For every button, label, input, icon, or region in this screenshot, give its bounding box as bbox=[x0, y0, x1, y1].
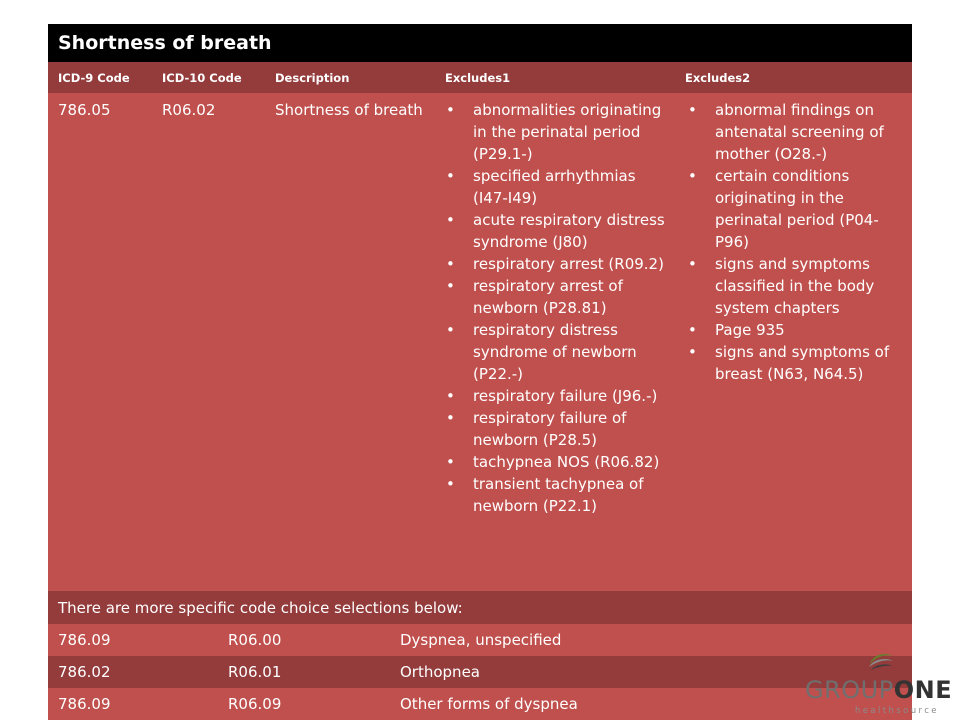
note-row: There are more specific code choice sele… bbox=[48, 591, 912, 624]
logo-word-light: GROUP bbox=[805, 676, 894, 704]
cell-excludes2: abnormal findings on antenatal screening… bbox=[675, 93, 912, 591]
excludes1-item: respiratory failure (J96.-) bbox=[443, 385, 675, 407]
excludes2-item: certain conditions originating in the pe… bbox=[685, 165, 912, 253]
logo-word-bold: ONE bbox=[893, 676, 953, 704]
excludes2-list: abnormal findings on antenatal screening… bbox=[685, 99, 912, 385]
sub-icd9: 786.09 bbox=[58, 631, 111, 649]
table-title: Shortness of breath bbox=[48, 24, 912, 62]
sub-icd10: R06.09 bbox=[228, 695, 282, 713]
excludes2-item: abnormal findings on antenatal screening… bbox=[685, 99, 912, 165]
sub-icd10: R06.00 bbox=[228, 631, 282, 649]
header-icd10: ICD-10 Code bbox=[162, 70, 242, 85]
excludes2-item: signs and symptoms of breast (N63, N64.5… bbox=[685, 341, 912, 385]
header-excludes1: Excludes1 bbox=[445, 70, 511, 85]
excludes1-item: respiratory arrest of newborn (P28.81) bbox=[443, 275, 675, 319]
sub-code-row: 786.02 R06.01 Orthopnea bbox=[48, 656, 912, 688]
logo-tagline: healthsource bbox=[855, 706, 939, 716]
sub-description: Other forms of dyspnea bbox=[400, 695, 578, 713]
sub-code-row: 786.09 R06.09 Other forms of dyspnea bbox=[48, 688, 912, 720]
sub-code-row: 786.09 R06.00 Dyspnea, unspecified bbox=[48, 624, 912, 656]
excludes1-item: tachypnea NOS (R06.82) bbox=[443, 451, 675, 473]
main-code-row: 786.05 R06.02 Shortness of breath abnorm… bbox=[48, 93, 912, 591]
cell-description: Shortness of breath bbox=[275, 101, 423, 119]
cell-icd9: 786.05 bbox=[58, 101, 111, 119]
sub-icd9: 786.09 bbox=[58, 695, 111, 713]
excludes1-list: abnormalities originating in the perinat… bbox=[443, 99, 675, 517]
logo-wordmark: GROUPONE bbox=[805, 676, 952, 704]
cell-excludes1: abnormalities originating in the perinat… bbox=[435, 93, 675, 591]
groupone-logo: GROUPONE healthsource bbox=[805, 650, 955, 716]
excludes1-item: transient tachypnea of newborn (P22.1) bbox=[443, 473, 675, 517]
header-icd9: ICD-9 Code bbox=[58, 70, 130, 85]
header-description: Description bbox=[275, 70, 350, 85]
excludes1-item: respiratory arrest (R09.2) bbox=[443, 253, 675, 275]
excludes1-item: abnormalities originating in the perinat… bbox=[443, 99, 675, 165]
excludes1-item: specified arrhythmias (I47-I49) bbox=[443, 165, 675, 209]
sub-icd10: R06.01 bbox=[228, 663, 282, 681]
excludes1-item: respiratory distress syndrome of newborn… bbox=[443, 319, 675, 385]
sub-description: Orthopnea bbox=[400, 663, 480, 681]
excludes2-item: signs and symptoms classified in the bod… bbox=[685, 253, 912, 319]
excludes1-item: acute respiratory distress syndrome (J80… bbox=[443, 209, 675, 253]
excludes2-item: Page 935 bbox=[685, 319, 912, 341]
code-table: Shortness of breath ICD-9 Code ICD-10 Co… bbox=[48, 24, 912, 720]
header-row: ICD-9 Code ICD-10 Code Description Exclu… bbox=[48, 62, 912, 93]
logo-swoosh-icon bbox=[869, 653, 893, 670]
sub-description: Dyspnea, unspecified bbox=[400, 631, 562, 649]
cell-icd10: R06.02 bbox=[162, 101, 216, 119]
sub-icd9: 786.02 bbox=[58, 663, 111, 681]
header-excludes2: Excludes2 bbox=[685, 70, 751, 85]
excludes1-item: respiratory failure of newborn (P28.5) bbox=[443, 407, 675, 451]
